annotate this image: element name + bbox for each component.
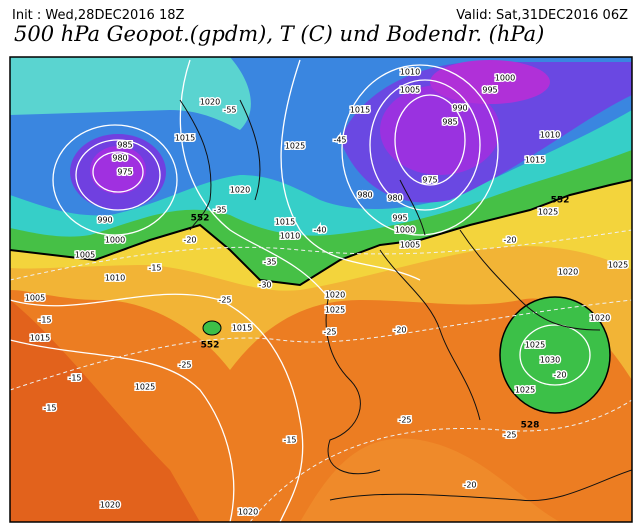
temperature-label: -15 <box>148 264 161 273</box>
temperature-label: -35 <box>263 258 276 267</box>
isobar-label: 985 <box>442 118 457 127</box>
geopotential-label: 528 <box>521 421 540 431</box>
temperature-label: -15 <box>43 404 56 413</box>
temperature-label: -15 <box>38 316 51 325</box>
temperature-label: -20 <box>503 236 516 245</box>
geopotential-label: 552 <box>551 196 570 206</box>
map-labels: 985 980 975 990 1000 1005 1010 1015 1005 1020 1015… <box>23 66 629 518</box>
temperature-label: -25 <box>323 328 336 337</box>
isobar-label: 1005 <box>400 86 420 95</box>
temperature-label: -15 <box>283 436 296 445</box>
temperature-label: -15 <box>68 374 81 383</box>
isobar-label: 1020 <box>100 501 120 510</box>
isobar-label: 1025 <box>525 341 545 350</box>
isobar-label: 980 <box>357 191 372 200</box>
temperature-label: -20 <box>393 326 406 335</box>
isobar-label: 1010 <box>400 68 420 77</box>
isobar-label: 1020 <box>238 508 258 517</box>
isobar-label: 1000 <box>105 236 125 245</box>
temperature-label: -25 <box>178 361 191 370</box>
isobar-label: 975 <box>117 168 132 177</box>
temperature-label: -30 <box>258 281 271 290</box>
isobars <box>10 59 591 522</box>
map-title: 500 hPa Geopot.(gpdm), T (C) und Bodendr… <box>14 22 545 46</box>
isobar-label: 1015 <box>525 156 545 165</box>
isobar-label: 1005 <box>25 294 45 303</box>
temperature-label: -55 <box>223 106 236 115</box>
isobar-label: 1025 <box>538 208 558 217</box>
temperature-label: -35 <box>213 206 226 215</box>
isobar-label: 1010 <box>280 232 300 241</box>
init-time: Init : Wed,28DEC2016 18Z <box>12 8 185 23</box>
isobar-label: 975 <box>422 176 437 185</box>
fields <box>10 57 632 522</box>
isobar-label: 1020 <box>200 98 220 107</box>
temperature-label: -20 <box>553 371 566 380</box>
isobar-label: 1015 <box>30 334 50 343</box>
map-frame <box>9 56 633 523</box>
isobar-label: 1020 <box>230 186 250 195</box>
isobar-label: 1000 <box>395 226 415 235</box>
temperature-label: -25 <box>218 296 231 305</box>
isobar-label: 990 <box>97 216 112 225</box>
isobar-label: 1005 <box>400 241 420 250</box>
temperature-label: -20 <box>463 481 476 490</box>
isobar-label: 1025 <box>135 383 155 392</box>
isobar-label: 1025 <box>325 306 345 315</box>
isobar-label: 1030 <box>540 356 560 365</box>
isobar-label: 1025 <box>608 261 628 270</box>
coastlines <box>179 99 632 502</box>
temperature-label: -45 <box>333 136 346 145</box>
isobar-label: 1005 <box>75 251 95 260</box>
valid-time: Valid: Sat,31DEC2016 06Z <box>456 8 628 23</box>
geopotential-label: 552 <box>191 214 210 224</box>
isobar-label: 1015 <box>275 218 295 227</box>
isobar-label: 1025 <box>285 142 305 151</box>
isotherms <box>10 229 632 522</box>
isobar-label: 980 <box>112 154 127 163</box>
isobar-label: 995 <box>392 214 407 223</box>
temperature-label: -25 <box>398 416 411 425</box>
temperature-label: -25 <box>503 431 516 440</box>
isobar-label: 1020 <box>325 291 345 300</box>
isobar-label: 1020 <box>590 314 610 323</box>
isobar-label: 1015 <box>232 324 252 333</box>
isobar-label: 995 <box>482 86 497 95</box>
temperature-label: -40 <box>313 226 326 235</box>
temperature-label: -20 <box>183 236 196 245</box>
isobar-label: 1015 <box>175 134 195 143</box>
isobar-label: 1000 <box>495 74 515 83</box>
isobar-label: 1015 <box>350 106 370 115</box>
isobar-label: 980 <box>387 194 402 203</box>
geopotential-label: 552 <box>201 341 220 351</box>
isobar-label: 1025 <box>515 386 535 395</box>
isobar-label: 1020 <box>558 268 578 277</box>
isobar-label: 985 <box>117 141 132 150</box>
isobar-label: 1010 <box>540 131 560 140</box>
isobar-label: 990 <box>452 104 467 113</box>
isobar-label: 1010 <box>105 274 125 283</box>
